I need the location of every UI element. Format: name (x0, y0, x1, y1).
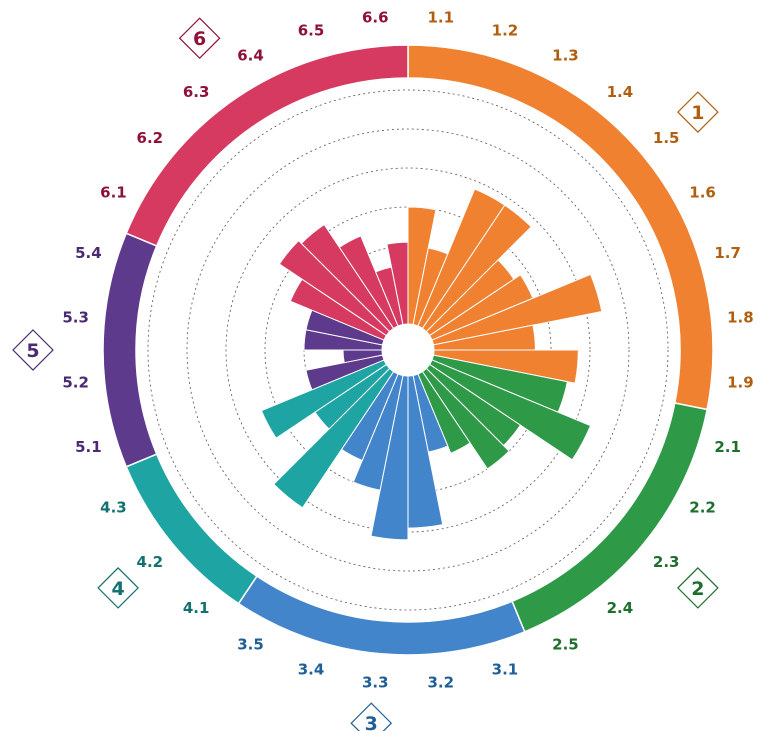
group-label-1: 1 (691, 102, 704, 124)
group-diamond-6 (178, 17, 221, 60)
tick-label-3.4: 3.4 (298, 661, 325, 679)
tick-label-3.1: 3.1 (492, 661, 519, 679)
tick-label-1.9: 1.9 (727, 374, 754, 392)
tick-label-1.4: 1.4 (607, 83, 634, 101)
tick-label-5.3: 5.3 (62, 308, 89, 326)
tick-label-1.7: 1.7 (714, 244, 741, 262)
tick-label-2.4: 2.4 (607, 599, 634, 617)
tick-label-1.6: 1.6 (689, 184, 716, 202)
bar-layer (260, 188, 603, 541)
group-diamond-2 (677, 567, 719, 609)
group-label-6: 6 (193, 28, 206, 50)
tick-label-1.2: 1.2 (492, 21, 519, 39)
tick-label-6.2: 6.2 (137, 129, 164, 147)
group-label-2: 2 (691, 578, 704, 600)
tick-label-2.3: 2.3 (653, 553, 680, 571)
tick-label-4.3: 4.3 (100, 498, 127, 516)
group-diamond-4 (97, 567, 139, 609)
tick-label-6.6: 6.6 (362, 9, 389, 27)
ring-segment-4 (125, 453, 258, 605)
outer-ring-layer (102, 44, 714, 656)
tick-label-2.1: 2.1 (714, 438, 741, 456)
group-label-3: 3 (365, 713, 378, 731)
tick-label-5.4: 5.4 (75, 244, 102, 262)
group-label-5: 5 (26, 340, 39, 362)
tick-label-2.5: 2.5 (552, 636, 579, 654)
bar-6.6 (386, 241, 409, 326)
ring-segment-6 (125, 44, 409, 247)
tick-label-4.1: 4.1 (183, 599, 210, 617)
tick-label-1.8: 1.8 (727, 308, 754, 326)
tick-label-3.3: 3.3 (362, 673, 389, 691)
tick-label-4.2: 4.2 (137, 553, 164, 571)
ring-segment-3 (237, 575, 526, 656)
tick-label-6.3: 6.3 (183, 83, 210, 101)
tick-label-1.5: 1.5 (653, 129, 680, 147)
group-diamond-5 (12, 329, 54, 371)
group-diamond-1 (677, 91, 719, 133)
tick-label-6.1: 6.1 (100, 184, 127, 202)
ring-segment-5 (102, 232, 158, 468)
tick-label-3.5: 3.5 (237, 636, 264, 654)
tick-label-1.3: 1.3 (552, 46, 579, 64)
grid-circle-5 (186, 128, 630, 572)
tick-label-2.2: 2.2 (689, 498, 716, 516)
tick-label-6.5: 6.5 (298, 21, 325, 39)
label-layer: 1.1 1.2 1.3 1.4 1.5 1.6 1.7 1.8 1.9 1 2.1 2.2 2.3 2.4… (12, 9, 754, 731)
tick-label-5.2: 5.2 (62, 374, 89, 392)
grid-circle-6 (147, 89, 669, 611)
tick-label-5.1: 5.1 (75, 438, 102, 456)
tick-label-1.1: 1.1 (427, 9, 454, 27)
tick-label-6.4: 6.4 (237, 46, 264, 64)
group-label-4: 4 (112, 578, 125, 600)
tick-label-3.2: 3.2 (427, 673, 454, 691)
group-diamond-3 (350, 702, 393, 731)
